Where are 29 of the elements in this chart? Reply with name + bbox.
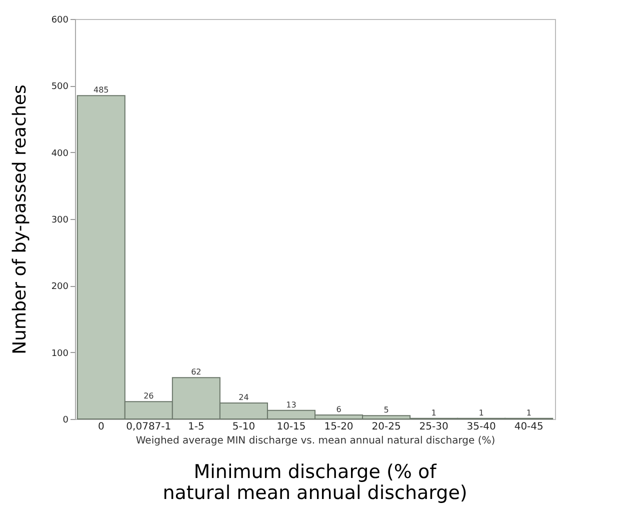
data-label: 62: [191, 368, 202, 377]
x-tick-label: 40-45: [514, 422, 544, 432]
data-label: 485: [94, 86, 109, 95]
x-tick-label: 5-10: [232, 422, 256, 432]
x-tick-label: 20-25: [372, 422, 401, 432]
x-tick-label: 35-40: [466, 422, 496, 432]
data-label: 1: [526, 408, 532, 418]
data-label: 1: [478, 408, 484, 418]
x-tick-label: 0: [98, 422, 104, 432]
x-tick-label: 15-20: [324, 422, 354, 432]
x-tick-label: 0,0787-1: [126, 422, 172, 432]
data-label: 6: [336, 405, 342, 414]
y-axis-title: Number of by-passed reaches: [9, 84, 30, 354]
data-label: 1: [431, 408, 436, 418]
data-label: 13: [286, 400, 296, 410]
x-tick-label: 10-15: [276, 422, 306, 432]
text: Minimum discharge (% of natural mean annual discharge): [162, 461, 468, 504]
data-label: 26: [144, 392, 154, 401]
y-tick-label: 400: [51, 148, 69, 159]
y-tick-label: 500: [51, 82, 69, 92]
x-axis-title: Weighed average MIN discharge vs. mean annual natural discharge (%): [136, 436, 496, 446]
data-label: 5: [384, 406, 389, 415]
x-tick-label: 25-30: [419, 422, 448, 432]
y-tick-label: 300: [51, 216, 69, 226]
y-tick-label: 600: [51, 16, 69, 26]
y-tick-label: 200: [51, 282, 69, 292]
y-tick-label: 100: [51, 348, 69, 359]
data-label: 24: [238, 393, 249, 402]
x-tick-label: 1-5: [188, 422, 204, 432]
